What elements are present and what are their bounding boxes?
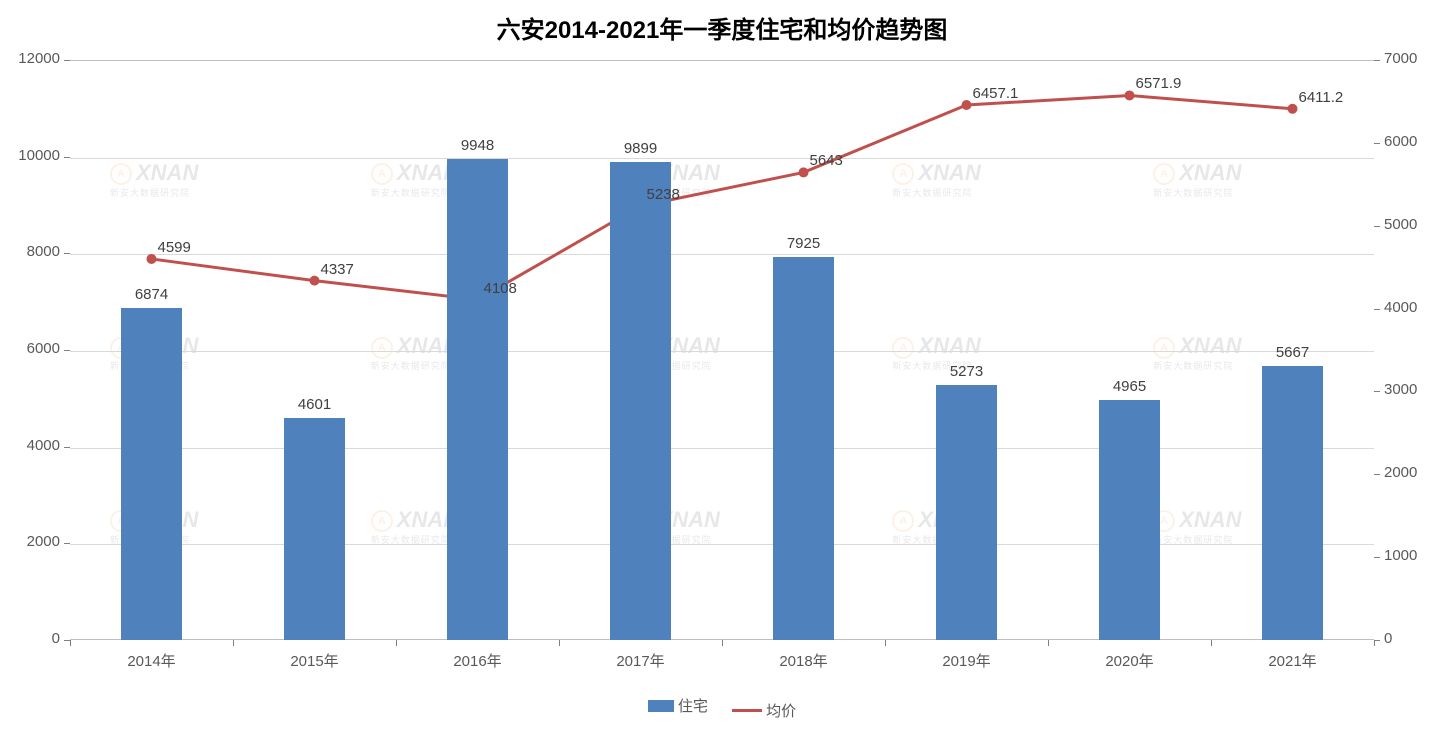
gridline (70, 448, 1374, 449)
x-tick-label: 2020年 (1048, 650, 1211, 671)
bar-value-label: 4601 (275, 396, 355, 413)
x-tick (1374, 640, 1375, 646)
y-right-tick (1374, 391, 1380, 392)
y-right-tick-label: 2000 (1384, 464, 1417, 481)
line-value-label: 4599 (158, 239, 191, 256)
chart-container: XNAN新安大数据研究院XNAN新安大数据研究院XNAN新安大数据研究院XNAN… (0, 0, 1444, 729)
y-left-tick-label: 0 (0, 630, 60, 647)
gridline (70, 158, 1374, 159)
x-tick-label: 2019年 (885, 650, 1048, 671)
x-tick (396, 640, 397, 646)
y-right-tick-label: 3000 (1384, 381, 1417, 398)
plot-area (70, 60, 1374, 640)
bar-value-label: 4965 (1090, 378, 1170, 395)
bar-value-label: 9899 (601, 140, 681, 157)
y-left-tick-label: 10000 (0, 147, 60, 164)
legend-line-label: 均价 (766, 700, 796, 721)
y-left-tick (64, 350, 70, 351)
y-right-tick (1374, 143, 1380, 144)
gridline (70, 351, 1374, 352)
y-right-tick (1374, 309, 1380, 310)
y-left-tick (64, 60, 70, 61)
bar (1099, 400, 1161, 640)
legend-item-line: 均价 (732, 700, 796, 721)
bar (447, 159, 509, 640)
y-left-tick-label: 8000 (0, 243, 60, 260)
legend: 住宅 均价 (0, 695, 1444, 721)
x-tick (885, 640, 886, 646)
x-tick (1048, 640, 1049, 646)
line-value-label: 5643 (810, 152, 843, 169)
legend-line-swatch (732, 709, 762, 712)
y-right-tick-label: 1000 (1384, 547, 1417, 564)
y-right-tick-label: 6000 (1384, 133, 1417, 150)
legend-item-bar: 住宅 (648, 695, 708, 716)
y-right-tick-label: 7000 (1384, 50, 1417, 67)
bar-value-label: 6874 (112, 286, 192, 303)
x-tick-label: 2014年 (70, 650, 233, 671)
line-value-label: 5238 (647, 186, 680, 203)
x-tick (722, 640, 723, 646)
bar (284, 418, 346, 640)
bar-value-label: 7925 (764, 235, 844, 252)
bar-value-label: 9948 (438, 137, 518, 154)
line-value-label: 6411.2 (1299, 89, 1344, 106)
y-left-tick-label: 6000 (0, 340, 60, 357)
y-left-tick (64, 253, 70, 254)
bar-value-label: 5667 (1253, 344, 1333, 361)
y-right-tick (1374, 226, 1380, 227)
x-tick-label: 2021年 (1211, 650, 1374, 671)
y-right-tick (1374, 557, 1380, 558)
bar (773, 257, 835, 640)
y-left-tick-label: 2000 (0, 533, 60, 550)
y-left-tick-label: 12000 (0, 50, 60, 67)
y-right-tick-label: 4000 (1384, 299, 1417, 316)
chart-title: 六安2014-2021年一季度住宅和均价趋势图 (0, 10, 1444, 45)
line-value-label: 6457.1 (973, 85, 1019, 102)
legend-bar-swatch (648, 700, 674, 712)
y-left-tick (64, 543, 70, 544)
x-tick (70, 640, 71, 646)
line-value-label: 6571.9 (1136, 75, 1182, 92)
x-tick-label: 2017年 (559, 650, 722, 671)
y-right-tick (1374, 474, 1380, 475)
line-value-label: 4337 (321, 261, 354, 278)
y-right-tick (1374, 60, 1380, 61)
line-value-label: 4108 (484, 280, 517, 297)
y-left-tick (64, 157, 70, 158)
x-tick (1211, 640, 1212, 646)
gridline (70, 544, 1374, 545)
bar (121, 308, 183, 640)
x-tick-label: 2015年 (233, 650, 396, 671)
legend-bar-label: 住宅 (678, 695, 708, 716)
x-tick-label: 2016年 (396, 650, 559, 671)
bar (1262, 366, 1324, 640)
y-left-tick-label: 4000 (0, 437, 60, 454)
y-right-tick-label: 0 (1384, 630, 1392, 647)
bar-value-label: 5273 (927, 363, 1007, 380)
x-tick (559, 640, 560, 646)
x-tick (233, 640, 234, 646)
y-left-tick (64, 447, 70, 448)
x-tick-label: 2018年 (722, 650, 885, 671)
gridline (70, 254, 1374, 255)
y-right-tick-label: 5000 (1384, 216, 1417, 233)
bar (610, 162, 672, 640)
bar (936, 385, 998, 640)
